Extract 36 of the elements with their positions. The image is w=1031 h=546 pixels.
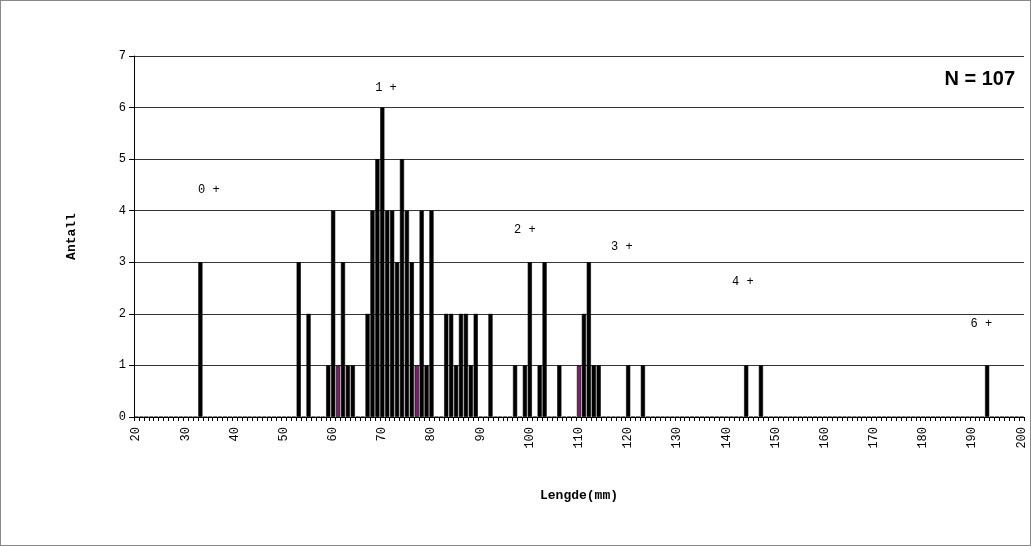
y-tick-label: 5 (118, 152, 126, 167)
annotation: 1 + (375, 81, 397, 96)
x-tick-label: 130 (670, 427, 685, 449)
x-tick-label: 30 (178, 427, 193, 442)
x-tick-label: 110 (572, 427, 586, 449)
annotation: 0 + (198, 182, 220, 197)
x-tick-label: 170 (867, 427, 882, 449)
x-tick-label: 140 (719, 427, 734, 449)
x-tick-label: 80 (424, 427, 439, 442)
x-tick-label: 100 (522, 427, 537, 449)
y-tick-label: 2 (118, 306, 126, 321)
x-tick-label: 90 (473, 427, 488, 442)
y-tick-label: 6 (118, 100, 126, 115)
y-tick-label: 3 (118, 255, 126, 270)
y-tick-label: 1 (118, 358, 126, 373)
x-tick-label: 120 (621, 427, 636, 449)
x-tick-label: 40 (227, 427, 242, 442)
annotation: 3 + (611, 240, 633, 255)
annotation: N = 107 (944, 66, 1016, 89)
x-tick-label: 20 (129, 427, 144, 442)
y-tick-label: 0 (118, 410, 126, 424)
x-axis-title: Lengde(mm) (539, 488, 619, 503)
x-tick-label: 200 (1014, 427, 1029, 449)
annotation: 2 + (514, 223, 536, 237)
x-tick-label: 70 (375, 427, 390, 442)
y-tick-label: 7 (118, 49, 126, 63)
x-tick-label: 150 (768, 427, 783, 449)
x-tick-label: 160 (817, 427, 832, 449)
x-tick-label: 190 (965, 427, 980, 449)
annotation: 4 + (732, 275, 754, 290)
x-tick-label: 50 (276, 427, 291, 442)
y-tick-label: 4 (118, 203, 126, 218)
annotation: 6 + (970, 316, 993, 331)
y-axis-title: Antall (64, 212, 79, 260)
x-tick-label: 60 (326, 427, 341, 442)
x-tick-label: 180 (916, 427, 931, 449)
